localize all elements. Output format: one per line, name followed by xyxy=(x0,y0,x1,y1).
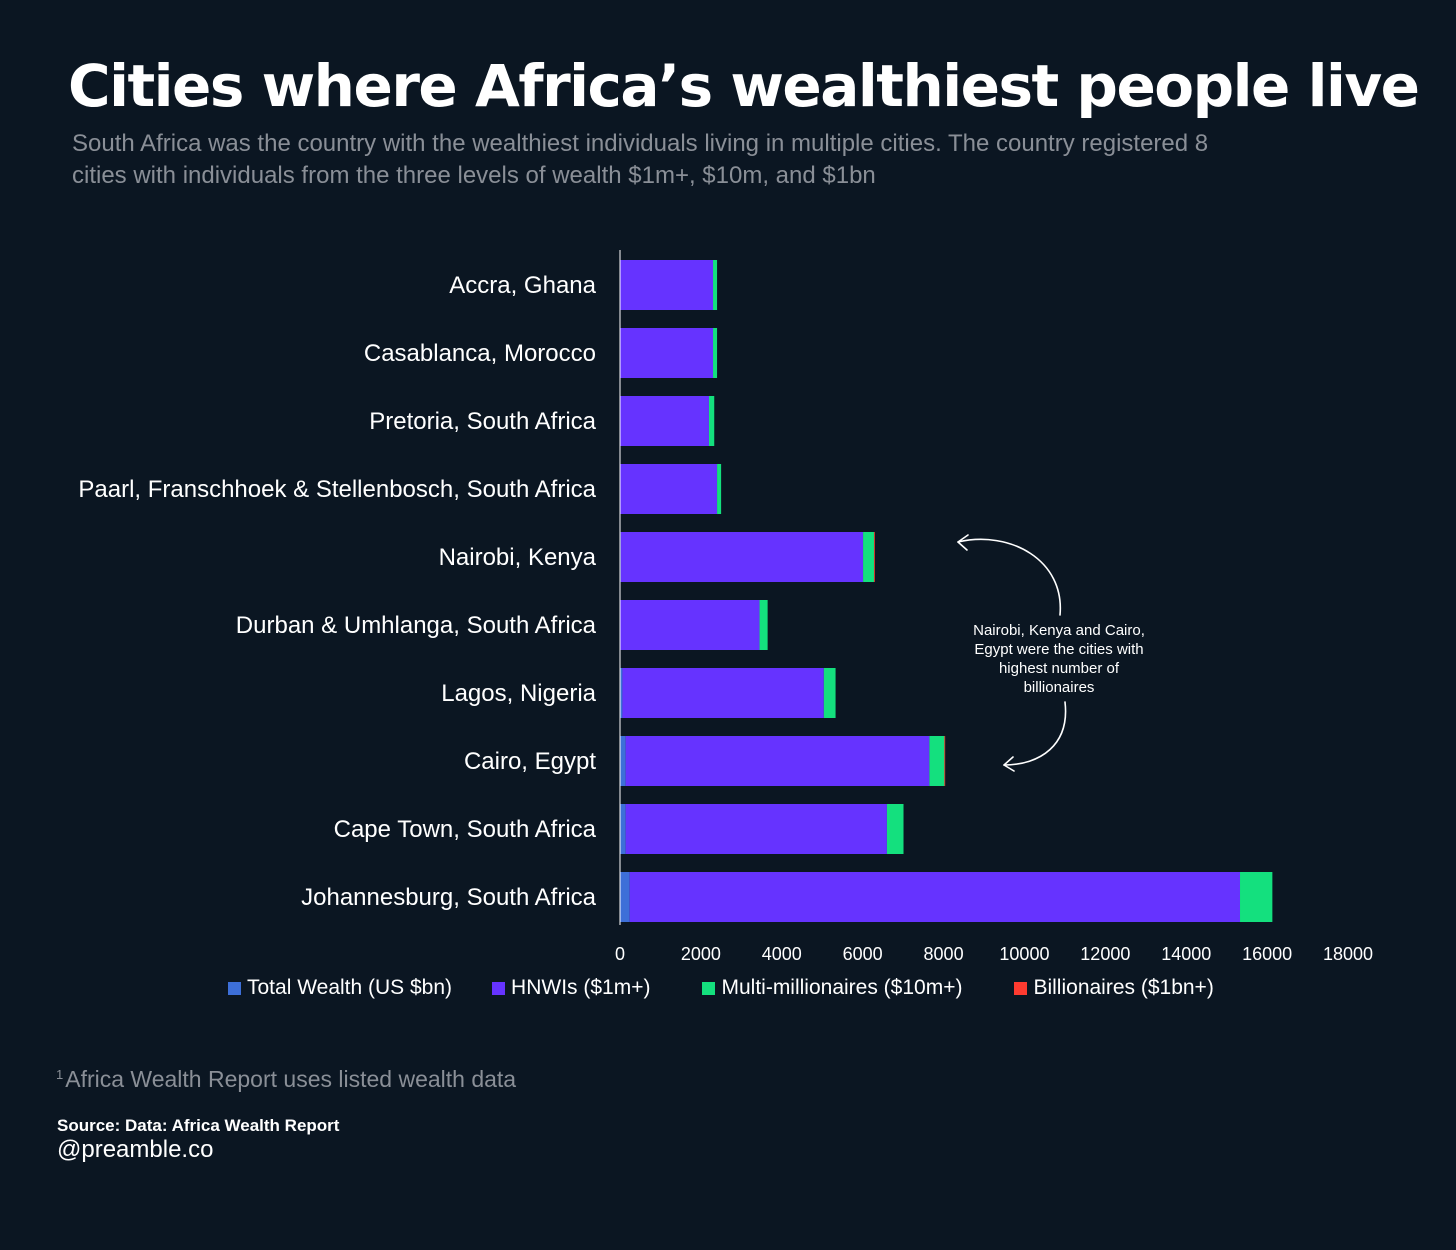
bar-multi-millionaires-10m-durban-umhlanga-south-africa xyxy=(759,600,768,650)
x-tick-label: 0 xyxy=(615,944,625,964)
x-tick-label: 2000 xyxy=(681,944,721,964)
annotation: Nairobi, Kenya and Cairo, Egypt were the … xyxy=(957,534,1145,772)
bar-multi-millionaires-10m-paarl-franschhoek-stellenbosch-south-africa xyxy=(717,464,722,514)
bar-chart: Accra, Ghana Casablanca, Morocco Pretoria,… xyxy=(78,250,1373,964)
annotation-arrowhead-up xyxy=(957,534,969,551)
bar-hnwis-1m-lagos-nigeria xyxy=(622,668,824,718)
bar-multi-millionaires-10m-accra-ghana xyxy=(713,260,718,310)
x-tick-label: 10000 xyxy=(999,944,1049,964)
legend-label: Billionaires ($1bn+) xyxy=(1033,976,1214,999)
bar-hnwis-1m-nairobi-kenya xyxy=(620,532,864,582)
legend-swatch xyxy=(228,981,241,995)
bar-hnwis-1m-accra-ghana xyxy=(620,260,714,310)
annotation-arrowhead-down xyxy=(1003,756,1015,772)
annotation-arrow-down xyxy=(1003,701,1067,766)
x-tick-label: 6000 xyxy=(843,944,883,964)
x-tick-label: 14000 xyxy=(1161,944,1211,964)
bar-multi-millionaires-10m-pretoria-south-africa xyxy=(708,396,715,446)
bar-billionaires-1bn-cairo-egypt xyxy=(944,736,946,786)
bar-multi-millionaires-10m-johannesburg-south-africa xyxy=(1240,872,1273,922)
bar-hnwis-1m-casablanca-morocco xyxy=(620,328,714,378)
source-text: Source: Data: Africa Wealth Report xyxy=(57,1116,340,1135)
bar-hnwis-1m-paarl-franschhoek-stellenbosch-south-africa xyxy=(620,464,718,514)
chart-title: Cities where Africa’s wealthiest people … xyxy=(68,52,1420,120)
bar-total-wealth-us-bn-johannesburg-south-africa xyxy=(620,872,630,922)
bar-hnwis-1m-cairo-egypt xyxy=(625,736,930,786)
chart-subtitle: South Africa was the country with the we… xyxy=(72,130,1209,189)
legend-swatch xyxy=(492,981,506,995)
annotation-text: Egypt were the cities with xyxy=(974,641,1143,658)
bars-layer xyxy=(620,260,1273,922)
legend-swatch xyxy=(1014,981,1028,995)
legend-item-total-wealth-us-bn: Total Wealth (US $bn) xyxy=(228,976,452,1000)
legend-item-billionaires-1bn: Billionaires ($1bn+) xyxy=(1014,976,1214,1000)
legend: Total Wealth (US $bn) HNWIs ($1m+) Multi-m… xyxy=(228,976,1214,1000)
bar-hnwis-1m-pretoria-south-africa xyxy=(620,396,709,446)
footnote-text: Africa Wealth Report uses listed wealth … xyxy=(65,1066,517,1092)
category-label: Paarl, Franschhoek & Stellenbosch, South… xyxy=(78,476,596,503)
bar-multi-millionaires-10m-casablanca-morocco xyxy=(713,328,718,378)
bar-multi-millionaires-10m-cairo-egypt xyxy=(929,736,945,786)
bar-hnwis-1m-johannesburg-south-africa xyxy=(629,872,1241,922)
bar-total-wealth-us-bn-cairo-egypt xyxy=(620,736,626,786)
category-label: Johannesburg, South Africa xyxy=(301,884,597,911)
x-tick-label: 18000 xyxy=(1323,944,1373,964)
annotation-text: billionaires xyxy=(1024,679,1095,696)
bar-multi-millionaires-10m-nairobi-kenya xyxy=(863,532,874,582)
category-label: Durban & Umhlanga, South Africa xyxy=(236,612,597,639)
annotation-arrow-up xyxy=(957,538,1061,616)
x-tick-label: 8000 xyxy=(924,944,964,964)
x-tick-label: 12000 xyxy=(1080,944,1130,964)
category-label: Casablanca, Morocco xyxy=(364,340,596,367)
category-label: Cairo, Egypt xyxy=(464,748,596,775)
annotation-text: Nairobi, Kenya and Cairo, xyxy=(973,622,1145,639)
x-tick-label: 4000 xyxy=(762,944,802,964)
bar-hnwis-1m-durban-umhlanga-south-africa xyxy=(620,600,760,650)
category-label: Accra, Ghana xyxy=(449,272,596,299)
category-labels: Accra, Ghana Casablanca, Morocco Pretoria,… xyxy=(78,272,596,911)
bar-hnwis-1m-cape-town-south-africa xyxy=(625,804,887,854)
x-axis-ticks: 0 2000 4000 6000 8000 10000 12000 14000 16000 180… xyxy=(615,944,1373,964)
legend-swatch xyxy=(702,981,716,995)
bar-total-wealth-us-bn-cape-town-south-africa xyxy=(620,804,626,854)
bar-multi-millionaires-10m-cape-town-south-africa xyxy=(886,804,904,854)
footnote: 1Africa Wealth Report uses listed wealth… xyxy=(56,1066,516,1093)
legend-label: HNWIs ($1m+) xyxy=(511,976,651,999)
legend-label: Total Wealth (US $bn) xyxy=(247,976,453,999)
category-label: Cape Town, South Africa xyxy=(334,816,597,843)
bar-multi-millionaires-10m-lagos-nigeria xyxy=(823,668,836,718)
category-label: Nairobi, Kenya xyxy=(439,544,597,571)
annotation-text: highest number of xyxy=(999,660,1120,677)
bar-total-wealth-us-bn-lagos-nigeria xyxy=(620,668,623,718)
x-tick-label: 16000 xyxy=(1242,944,1292,964)
category-label: Pretoria, South Africa xyxy=(369,408,596,435)
bar-billionaires-1bn-nairobi-kenya xyxy=(873,532,875,582)
legend-label: Multi-millionaires ($10m+) xyxy=(721,976,963,999)
legend-item-hnwis-1m: HNWIs ($1m+) xyxy=(492,976,650,1000)
legend-item-multi-millionaires-10m: Multi-millionaires ($10m+) xyxy=(702,976,962,1000)
category-label: Lagos, Nigeria xyxy=(441,680,596,707)
brand-handle: @preamble.co xyxy=(57,1136,214,1163)
footnote-marker: 1 xyxy=(56,1067,64,1082)
